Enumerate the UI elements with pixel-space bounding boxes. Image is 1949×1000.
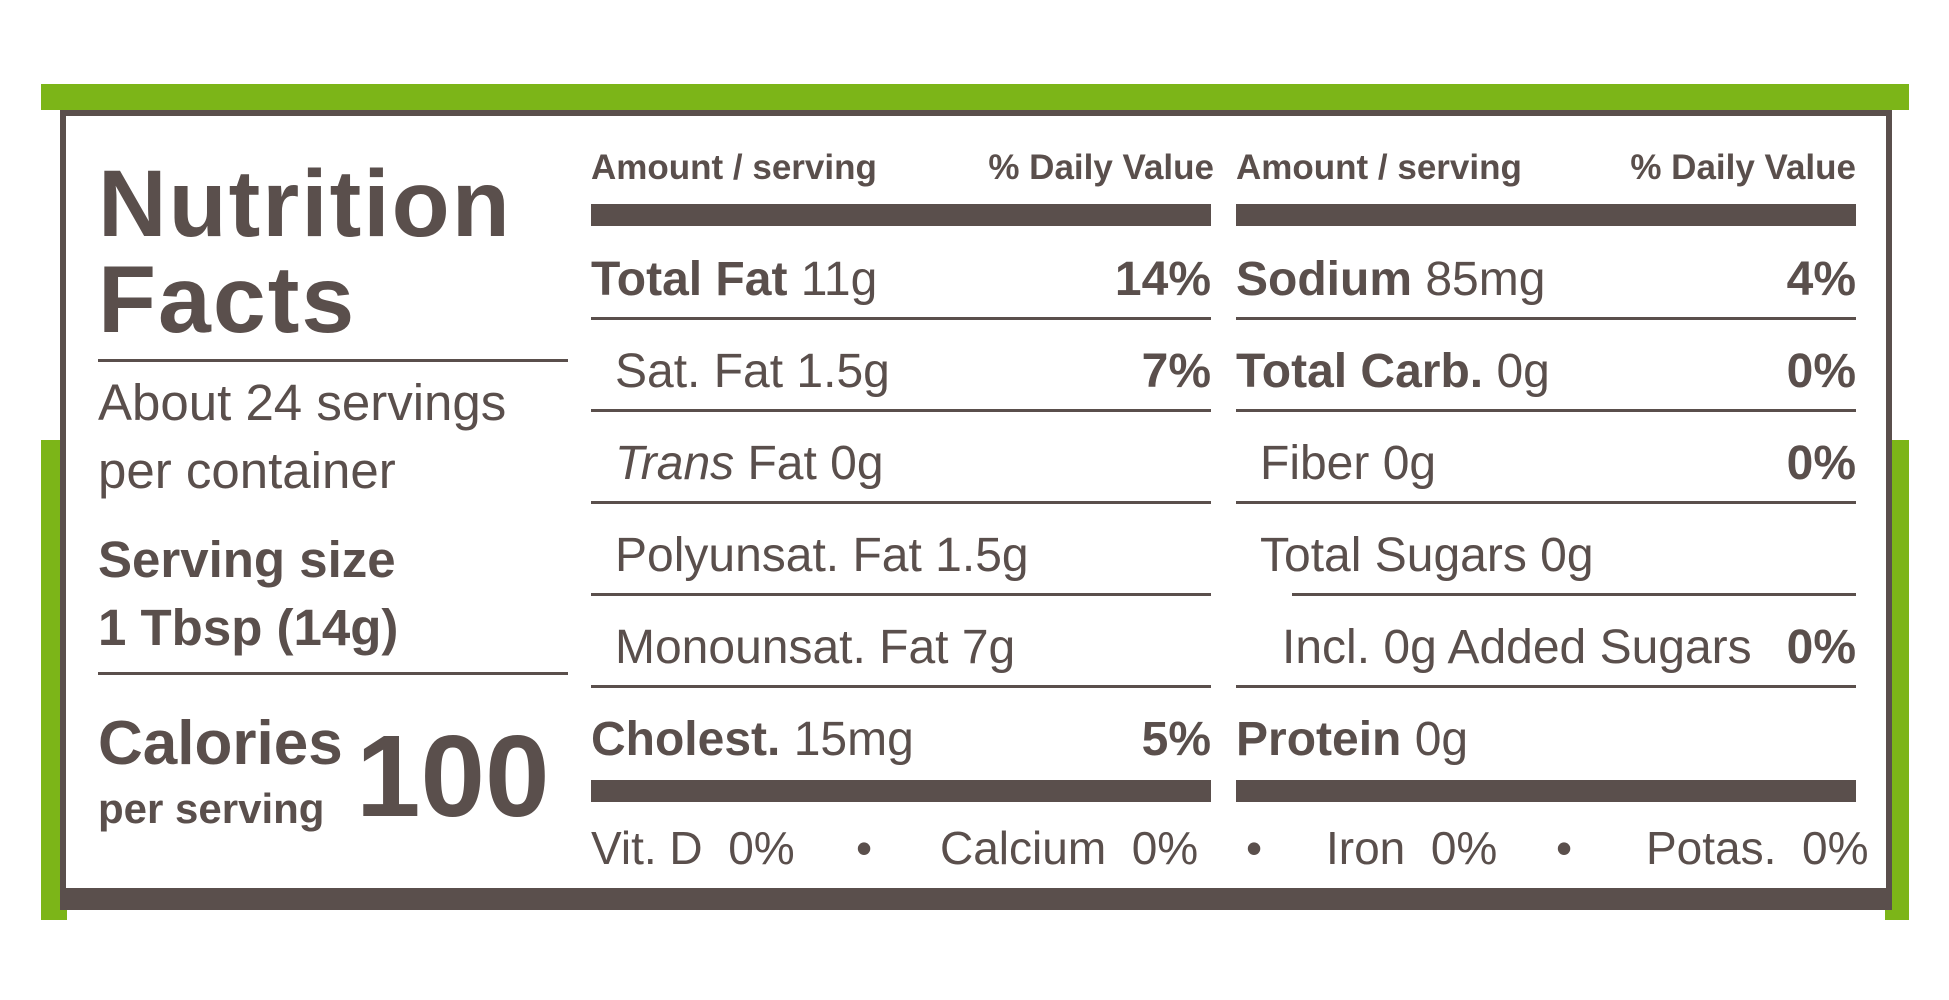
- nutrient-dv: 7%: [1141, 345, 1211, 398]
- sugars-divider: [1292, 593, 1856, 596]
- nutrient-dv: 0%: [1786, 437, 1856, 490]
- bullet-separator: •: [856, 822, 873, 874]
- title-line-2: Facts: [98, 247, 357, 353]
- right-thick-bar-top: [1236, 204, 1856, 226]
- nutrient-row-fiber: Fiber 0g 0%: [1236, 424, 1856, 504]
- nutrient-name: Sat. Fat 1.5g: [615, 345, 890, 398]
- nutrient-row-monounsat-fat: Monounsat. Fat 7g: [591, 608, 1211, 688]
- nutrient-dv: 5%: [1141, 713, 1211, 766]
- servings-line-1: About 24 servings: [98, 374, 507, 431]
- nutrient-name: Total Carb. 0g: [1236, 345, 1550, 398]
- servings-line-2: per container: [98, 442, 396, 499]
- left-dv-header: % Daily Value: [988, 148, 1214, 187]
- right-amount-header: Amount / serving: [1236, 148, 1522, 187]
- potassium: Potas. 0%: [1646, 822, 1869, 874]
- calories-subtitle: per serving: [98, 785, 325, 832]
- serving-size-label: Serving size: [98, 531, 396, 588]
- nutrient-dv: 0%: [1786, 621, 1856, 674]
- nutrient-row-total-fat: Total Fat 11g 14%: [591, 240, 1211, 320]
- nutrient-row-added-sugars: Incl. 0g Added Sugars 0%: [1236, 608, 1856, 688]
- nutrient-row-total-sugars: Total Sugars 0g: [1236, 516, 1856, 596]
- servings-per-container: About 24 servings per container: [98, 369, 506, 505]
- right-thick-bar-bottom: [1236, 780, 1856, 802]
- nutrient-row-trans-fat: Trans Fat 0g: [591, 424, 1211, 504]
- title-divider: [98, 359, 568, 362]
- nutrient-row-protein: Protein 0g: [1236, 700, 1856, 780]
- nutrient-dv: 0%: [1786, 345, 1856, 398]
- serving-size-value: 1 Tbsp (14g): [98, 599, 399, 656]
- bullet-separator: •: [1556, 822, 1573, 874]
- serving-size: Serving size 1 Tbsp (14g): [98, 526, 398, 662]
- iron: Iron 0%: [1326, 822, 1498, 874]
- nutrient-dv: 14%: [1114, 253, 1211, 306]
- bullet-separator: •: [1246, 822, 1263, 874]
- nutrient-row-sat-fat: Sat. Fat 1.5g 7%: [591, 332, 1211, 412]
- nutrition-facts-title: Nutrition Facts: [98, 156, 512, 348]
- nutrition-facts-panel: Nutrition Facts About 24 servings per co…: [60, 110, 1892, 910]
- nutrient-name: Total Sugars 0g: [1260, 529, 1594, 582]
- nutrient-name: Protein 0g: [1236, 713, 1469, 766]
- left-amount-header: Amount / serving: [591, 148, 877, 187]
- nutrient-name: Fiber 0g: [1260, 437, 1437, 490]
- nutrient-row-sodium: Sodium 85mg 4%: [1236, 240, 1856, 320]
- nutrient-row-polyunsat-fat: Polyunsat. Fat 1.5g: [591, 516, 1211, 596]
- nutrient-name: Cholest. 15mg: [591, 713, 914, 766]
- nutrient-name: Sodium 85mg: [1236, 253, 1546, 306]
- nutrient-dv: 4%: [1786, 253, 1856, 306]
- calories-label: Calories: [98, 709, 343, 778]
- vitamin-d: Vit. D 0%: [591, 822, 795, 874]
- left-thick-bar-bottom: [591, 780, 1211, 802]
- nutrient-row-cholesterol: Cholest. 15mg 5%: [591, 700, 1211, 780]
- nutrient-name: Trans Fat 0g: [615, 437, 884, 490]
- calcium: Calcium 0%: [940, 822, 1199, 874]
- serving-divider: [98, 672, 568, 675]
- nutrient-name: Incl. 0g Added Sugars: [1282, 621, 1752, 674]
- nutrient-name: Monounsat. Fat 7g: [615, 621, 1016, 674]
- nutrient-row-total-carb: Total Carb. 0g 0%: [1236, 332, 1856, 412]
- nutrient-name: Total Fat 11g: [591, 253, 878, 306]
- calories-value: 100: [356, 711, 550, 841]
- green-top-band: [41, 84, 1909, 110]
- left-thick-bar-top: [591, 204, 1211, 226]
- right-dv-header: % Daily Value: [1630, 148, 1856, 187]
- nutrient-name: Polyunsat. Fat 1.5g: [615, 529, 1029, 582]
- title-line-1: Nutrition: [98, 151, 512, 257]
